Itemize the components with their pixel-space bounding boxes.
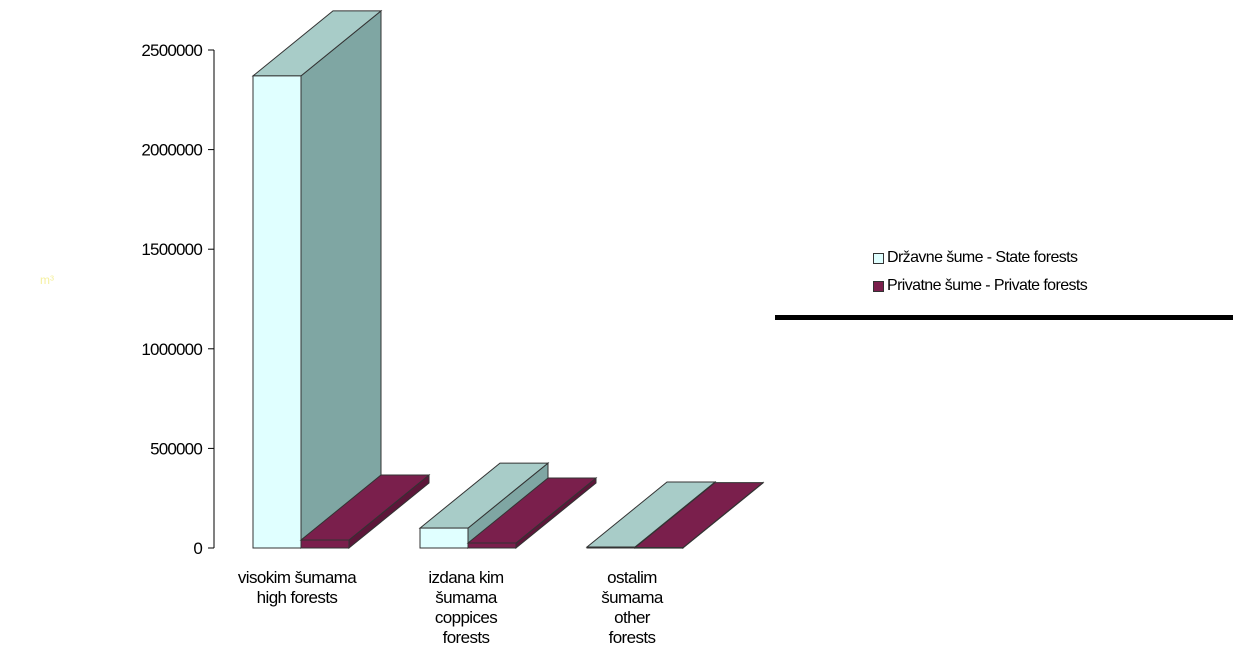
y-axis-unit-label: m³	[40, 273, 54, 287]
legend-divider	[775, 315, 1233, 320]
x-category-label-line: ostalim	[607, 568, 657, 587]
legend: Državne šume - State forests Privatne šu…	[873, 244, 1088, 300]
bar-state-0	[251, 9, 383, 550]
x-category-label: visokim šumama high forests	[238, 568, 357, 607]
x-category-label-line: forests	[609, 628, 656, 647]
legend-label-state: Državne šume - State forests	[887, 249, 1078, 266]
x-category-label: ostalim šumama other forests	[601, 568, 664, 647]
x-category-label-line: izdana kim	[428, 568, 504, 587]
y-tick-label: 2000000	[141, 141, 202, 160]
x-category-label-line: visokim šumama	[238, 568, 357, 587]
bar-private-2-front	[634, 547, 684, 549]
bar-private-0	[299, 473, 431, 550]
y-tick-label: 2500000	[141, 41, 202, 60]
x-category-label-line: high forests	[257, 588, 338, 607]
bar-private-1	[466, 476, 598, 550]
x-category-label-line: forests	[443, 628, 490, 647]
x-category-label-line: coppices	[435, 608, 497, 627]
legend-label-private: Privatne šume - Private forests	[887, 277, 1088, 294]
x-category-label: izdana kim šumama coppices forests	[428, 568, 504, 647]
bars	[251, 9, 765, 550]
y-axis: 2500000 2000000 1500000 1000000 500000 0	[141, 41, 215, 558]
bar-private-1-front	[467, 542, 517, 549]
legend-swatch-state	[873, 252, 884, 264]
bar-state-1-front	[419, 527, 469, 549]
y-tick-label: 1000000	[141, 340, 202, 359]
y-tick-label: 1500000	[141, 240, 202, 259]
x-category-label-line: šumama	[601, 588, 664, 607]
x-category-label-line: šumama	[435, 588, 498, 607]
legend-swatch-private	[873, 280, 884, 292]
x-category-label-line: other	[614, 608, 651, 627]
bar-state-2-front	[586, 546, 636, 549]
bar-state-0-side	[300, 9, 382, 550]
y-tick-label: 0	[193, 539, 202, 558]
bar-private-2	[633, 481, 765, 550]
y-tick-label: 500000	[150, 439, 202, 458]
bar-state-0-front	[252, 75, 302, 549]
legend-item-private: Privatne šume - Private forests	[873, 272, 1088, 300]
legend-item-state: Državne šume - State forests	[873, 244, 1087, 272]
bar-private-0-front	[300, 539, 350, 549]
